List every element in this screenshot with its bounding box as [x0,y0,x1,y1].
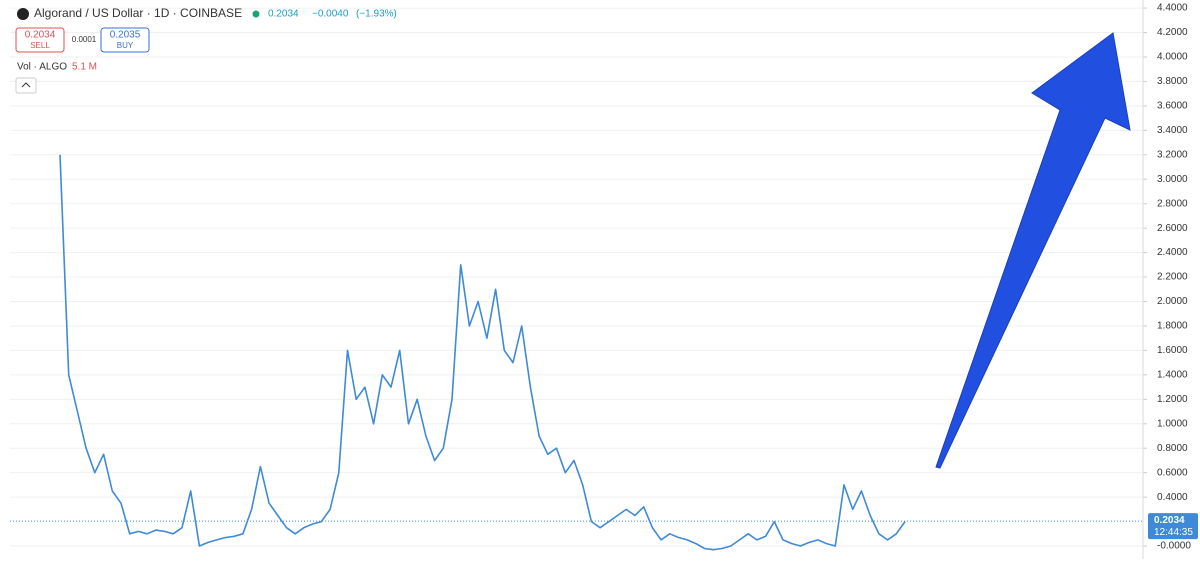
last-price-badge [1148,513,1198,540]
last-price-label: 0.2034 [1154,515,1185,526]
market-status [252,10,260,18]
buy-button[interactable] [100,27,150,53]
change: −0.0040 [312,9,349,20]
y-tick-label: 0.4000 [1157,492,1188,503]
y-tick-label: 2.4000 [1157,247,1188,258]
y-tick-label: -0.0000 [1157,541,1191,552]
y-tick-label: 3.2000 [1157,149,1188,160]
y-tick-label: 4.2000 [1157,27,1188,38]
spread: 0.0001 [72,35,97,44]
y-tick-label: 3.0000 [1157,174,1188,185]
countdown: 12:44:35 [1154,527,1193,538]
y-tick-label: 1.0000 [1157,418,1188,429]
symbol-title: Algorand / US Dollar · 1D · COINBASE [34,6,242,20]
y-tick-label: 0.6000 [1157,467,1188,478]
y-tick-label: 2.0000 [1157,296,1188,307]
buy-price: 0.2035 [110,30,141,41]
price: 0.2034 [268,9,299,20]
collapse-icon [21,82,31,88]
sell-price: 0.2034 [25,30,56,41]
y-tick-label: 4.0000 [1157,52,1188,63]
y-tick-label: 2.6000 [1157,223,1188,234]
y-tick-label: 2.2000 [1157,272,1188,283]
y-tick-label: 2.8000 [1157,198,1188,209]
price-line [59,154,906,551]
y-tick-label: 3.4000 [1157,125,1188,136]
volume-label: Vol · ALGO [17,62,67,73]
sell-button[interactable] [15,27,65,53]
y-tick-label: 3.8000 [1157,76,1188,87]
y-tick-label: 4.4000 [1157,3,1188,14]
sell-label: SELL [30,41,50,50]
change-pct: (−1.93%) [356,9,397,20]
arrow [935,32,1131,469]
buy-label: BUY [117,41,134,50]
y-tick-label: 1.8000 [1157,321,1188,332]
y-tick-label: 1.6000 [1157,345,1188,356]
volume-value: 5.1 M [72,62,97,73]
y-tick-label: 1.2000 [1157,394,1188,405]
y-tick-label: 1.4000 [1157,370,1188,381]
y-tick-label: 0.8000 [1157,443,1188,454]
collapse-button[interactable] [15,77,37,94]
y-tick-label: 3.6000 [1157,101,1188,112]
symbol-icon [17,8,29,20]
